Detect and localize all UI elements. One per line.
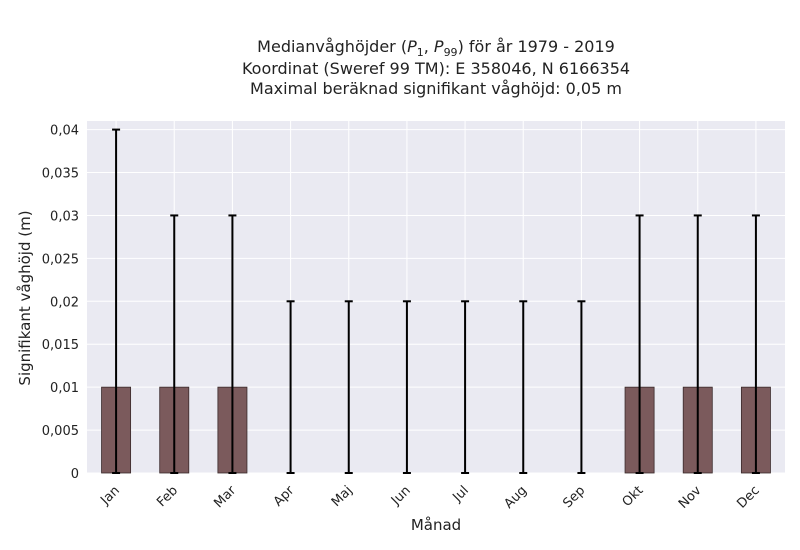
y-tick-label: 0,04	[50, 124, 79, 139]
y-tick-label: 0,025	[42, 252, 79, 267]
x-tick-label-aug: Aug	[502, 483, 531, 512]
chart-title: Medianvåghöjder (P1, P99) för år 1979 - …	[242, 37, 630, 98]
x-tick-label-apr: Apr	[271, 483, 298, 510]
x-tick-label-maj: Maj	[329, 483, 356, 510]
y-tick-label: 0,035	[42, 167, 79, 182]
y-tick-label: 0,015	[42, 338, 79, 353]
chart-title-line-3: Maximal beräknad signifikant våghöjd: 0,…	[250, 79, 622, 98]
y-axis-ticks: 0 0,005 0,01 0,015 0,02 0,025 0,03 0,035 0,04	[42, 124, 79, 482]
chart-title-line-1: Medianvåghöjder (P1, P99) för år 1979 - …	[257, 37, 615, 59]
error-bar-mar	[228, 214, 237, 474]
x-axis-label: Månad	[411, 516, 461, 534]
x-axis-ticks: Jan Feb Mar Apr Maj Jun Jul Aug Sep Okt Nov Dec	[97, 483, 762, 512]
x-tick-label-sep: Sep	[560, 483, 588, 511]
y-tick-label: 0,03	[50, 209, 79, 224]
y-tick-label: 0,01	[50, 381, 79, 396]
error-bars	[112, 128, 760, 474]
x-tick-label-jan: Jan	[97, 483, 122, 508]
error-bar-jul	[461, 300, 470, 474]
x-tick-label-dec: Dec	[734, 483, 762, 511]
y-tick-label: 0	[71, 467, 79, 482]
error-bar-sep	[577, 300, 586, 474]
plot-area	[87, 121, 785, 473]
x-tick-label-nov: Nov	[676, 483, 705, 512]
error-bar-apr	[286, 300, 295, 474]
error-bar-dec	[751, 214, 760, 474]
error-bar-maj	[344, 300, 353, 474]
chart-title-line-2: Koordinat (Sweref 99 TM): E 358046, N 61…	[242, 59, 630, 78]
y-tick-label: 0,005	[42, 424, 79, 439]
x-tick-label-mar: Mar	[211, 483, 239, 511]
error-bar-okt	[635, 214, 644, 474]
error-bar-aug	[519, 300, 528, 474]
y-axis-label: Signifikant våghöjd (m)	[16, 210, 34, 385]
error-bar-nov	[693, 214, 702, 474]
error-bar-feb	[170, 214, 179, 474]
x-tick-label-jun: Jun	[388, 483, 414, 509]
error-bar-jan	[112, 128, 121, 474]
x-tick-label-feb: Feb	[154, 483, 181, 510]
x-tick-label-jul: Jul	[450, 483, 472, 505]
error-bar-jun	[402, 300, 411, 474]
x-tick-label-okt: Okt	[620, 483, 647, 510]
y-tick-label: 0,02	[50, 295, 79, 310]
